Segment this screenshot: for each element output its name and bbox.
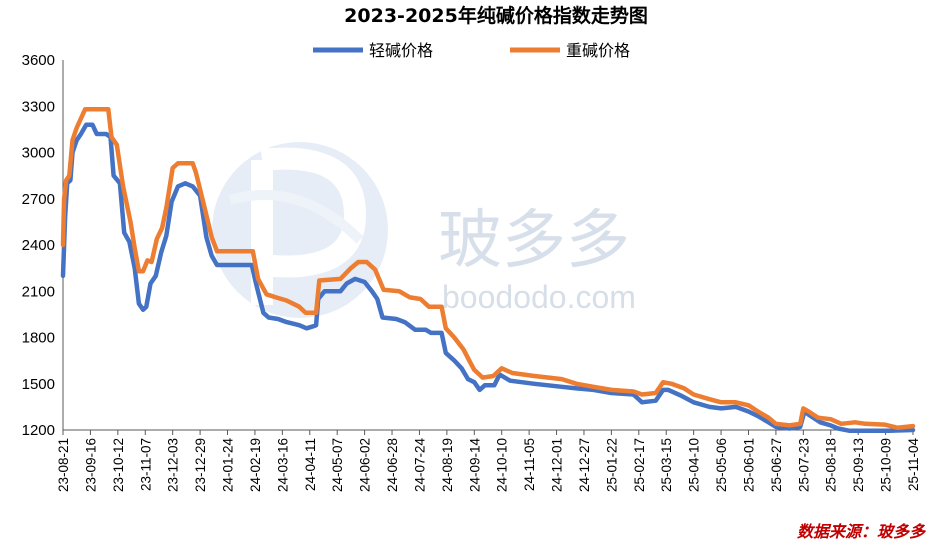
- x-tick-label: 25-06-01: [741, 438, 756, 492]
- x-tick-label: 25-11-04: [906, 438, 921, 492]
- x-tick-label: 25-05-06: [714, 438, 729, 492]
- y-tick-label: 1200: [22, 422, 55, 439]
- series-line-light: [60, 122, 916, 434]
- series-line-heavy: [60, 107, 916, 430]
- x-tick-label: 24-07-24: [412, 438, 427, 493]
- y-tick-label: 3600: [22, 52, 55, 69]
- x-tick-label: 25-07-23: [796, 438, 811, 492]
- x-tick-label: 24-12-01: [550, 438, 565, 492]
- y-tick-label: 1800: [22, 330, 55, 347]
- x-tick-label: 24-11-05: [522, 438, 537, 491]
- x-tick-label: 25-01-22: [604, 438, 619, 492]
- y-tick-label: 1500: [22, 376, 55, 393]
- watermark-chinese: 玻多多: [438, 204, 630, 278]
- x-tick-label: 24-02-19: [248, 438, 263, 492]
- x-tick-label: 24-06-02: [358, 438, 373, 492]
- series-lines: [60, 107, 916, 434]
- legend-label-light: 轻碱价格: [369, 41, 433, 60]
- y-ticks: 1200 1500 1800 2100 2400 2700 3000 3300 3600: [22, 52, 55, 439]
- x-tick-label: 24-09-14: [467, 438, 482, 493]
- y-tick-label: 3300: [22, 98, 55, 115]
- x-tick-label: 25-09-13: [851, 438, 866, 492]
- x-tick-label: 25-04-10: [687, 438, 702, 492]
- y-tick-label: 2400: [22, 237, 55, 254]
- x-tick-label: 25-10-09: [879, 438, 894, 492]
- x-tick-label: 24-01-24: [221, 438, 236, 493]
- x-tick-label: 24-06-28: [385, 438, 400, 492]
- watermark: 玻多多 boododo.com: [212, 142, 636, 318]
- x-tick-label: 24-03-16: [275, 438, 290, 492]
- x-ticks: 23-08-21 23-09-16 23-10-12 23-11-07 23-12-03…: [56, 430, 921, 492]
- x-tick-label: 24-05-07: [330, 438, 345, 492]
- x-tick-label: 25-02-17: [632, 438, 647, 492]
- x-tick-label: 23-10-12: [111, 438, 126, 492]
- x-tick-label: 23-12-03: [166, 438, 181, 492]
- x-tick-label: 24-04-11: [303, 438, 318, 491]
- x-tick-label: 25-08-18: [824, 438, 839, 492]
- watermark-logo-icon: [212, 142, 388, 318]
- y-tick-label: 3000: [22, 145, 55, 162]
- x-tick-label: 24-08-19: [440, 438, 455, 492]
- x-tick-label: 23-08-21: [56, 438, 71, 492]
- legend-label-heavy: 重碱价格: [566, 41, 630, 60]
- x-tick-label: 25-03-15: [659, 438, 674, 492]
- chart-title: 2023-2025年纯碱价格指数走势图: [344, 4, 648, 27]
- source-note: 数据来源：玻多多: [797, 522, 927, 541]
- x-tick-label: 23-12-29: [193, 438, 208, 492]
- x-tick-label: 25-06-27: [769, 438, 784, 492]
- y-tick-label: 2700: [22, 191, 55, 208]
- x-tick-label: 23-09-16: [83, 438, 98, 492]
- legend: 轻碱价格 重碱价格: [313, 41, 630, 60]
- x-tick-label: 24-10-10: [495, 438, 510, 492]
- x-tick-label: 24-12-27: [577, 438, 592, 492]
- watermark-english: boododo.com: [442, 279, 636, 315]
- y-tick-label: 2100: [22, 283, 55, 300]
- x-tick-label: 23-11-07: [138, 438, 153, 491]
